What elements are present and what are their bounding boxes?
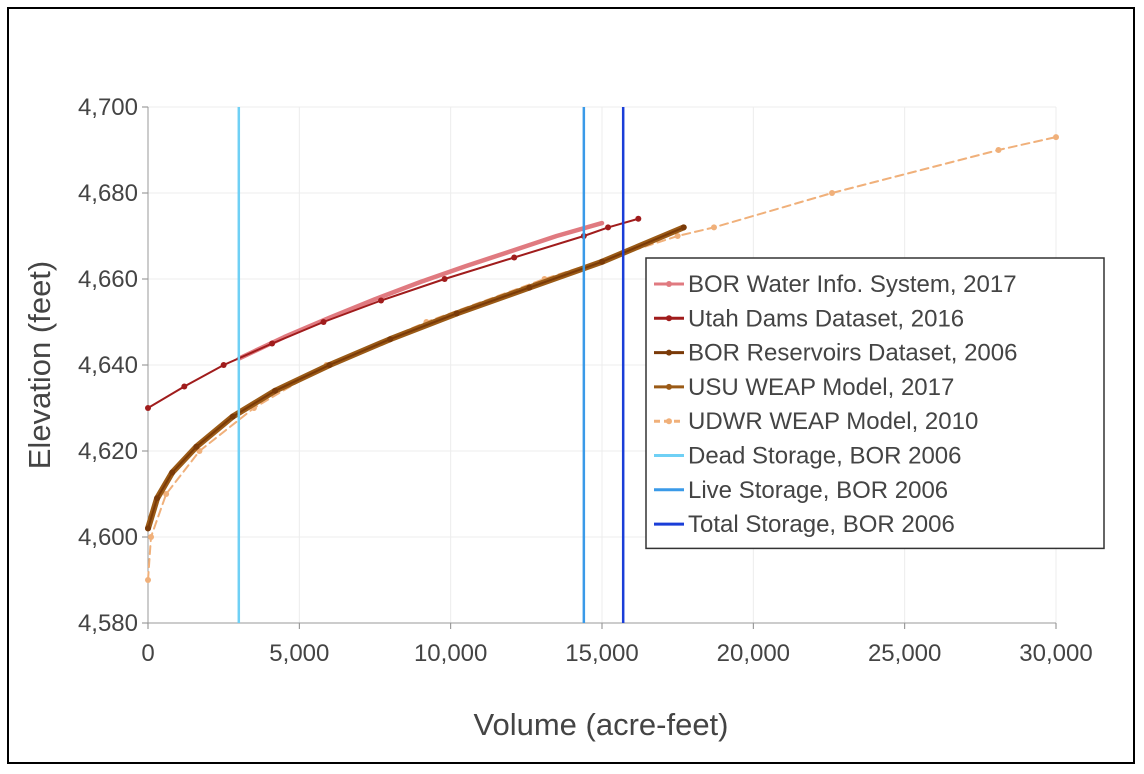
legend-label: BOR Reservoirs Dataset, 2006 <box>688 340 1017 367</box>
data-point <box>599 258 605 265</box>
data-point <box>154 495 161 502</box>
data-point <box>829 190 836 196</box>
y-tick-label: 4,700 <box>78 94 138 121</box>
legend-marker <box>666 315 672 322</box>
series-line <box>147 226 685 530</box>
legend-label: Total Storage, BOR 2006 <box>688 511 955 538</box>
y-tick-label: 4,620 <box>78 438 138 465</box>
y-tick-label: 4,640 <box>78 352 138 379</box>
x-tick-label: 5,000 <box>269 640 329 667</box>
data-point <box>269 340 276 347</box>
y-tick-label: 4,680 <box>78 180 138 207</box>
data-point <box>169 469 176 476</box>
legend-label: Dead Storage, BOR 2006 <box>688 443 962 470</box>
legend-label: Live Storage, BOR 2006 <box>688 477 948 504</box>
series-line <box>236 220 605 361</box>
data-point <box>320 319 327 325</box>
x-tick-label: 15,000 <box>565 640 638 667</box>
x-axis-title: Volume (acre-feet) <box>474 707 729 742</box>
x-tick-label: 0 <box>141 640 154 667</box>
y-tick-label: 4,660 <box>78 266 138 293</box>
x-tick-label: 30,000 <box>1019 640 1092 667</box>
legend: BOR Water Info. System, 2017 Utah Dams Da… <box>645 257 1105 550</box>
series-group <box>145 107 1059 623</box>
data-point <box>145 405 151 411</box>
data-point <box>196 448 203 454</box>
data-point <box>1053 134 1059 141</box>
data-point <box>995 147 1002 153</box>
data-point <box>145 525 151 532</box>
data-point <box>181 383 188 390</box>
data-point <box>145 577 151 583</box>
legend-label: BOR Water Info. System, 2017 <box>688 271 1017 298</box>
legend-marker <box>666 281 672 287</box>
legend-marker <box>666 349 672 356</box>
x-tick-label: 10,000 <box>414 640 487 667</box>
series-line <box>147 217 640 409</box>
series-line <box>145 224 687 532</box>
x-tick-label: 25,000 <box>868 640 941 667</box>
data-point <box>163 491 170 497</box>
data-point <box>674 233 681 239</box>
legend-label: USU WEAP Model, 2017 <box>688 374 954 401</box>
legend-marker <box>666 383 672 390</box>
legend-box <box>645 257 1105 550</box>
data-point <box>148 534 155 540</box>
legend-label: UDWR WEAP Model, 2010 <box>688 408 978 435</box>
data-point <box>193 443 200 450</box>
data-point <box>680 224 687 231</box>
data-point <box>453 310 460 317</box>
data-point <box>635 215 642 222</box>
data-point <box>220 362 227 368</box>
data-point <box>378 297 385 304</box>
data-point <box>272 387 279 394</box>
data-point <box>511 254 518 261</box>
data-point <box>710 224 717 231</box>
data-point <box>229 413 236 420</box>
x-tick-label: 20,000 <box>717 640 790 667</box>
data-point <box>441 276 448 282</box>
data-point <box>526 284 533 291</box>
y-tick-label: 4,580 <box>78 610 138 637</box>
legend-label: Utah Dams Dataset, 2016 <box>688 305 964 332</box>
y-tick-label: 4,600 <box>78 524 138 551</box>
tick-labels: 0 5,000 10,000 15,000 20,000 25,000 30,000 4,58… <box>78 94 1093 667</box>
axes <box>142 106 1057 629</box>
data-point <box>605 224 612 231</box>
legend-marker <box>666 418 672 425</box>
data-point <box>326 362 333 368</box>
data-point <box>387 336 394 343</box>
y-axis-title: Elevation (feet) <box>22 261 57 470</box>
